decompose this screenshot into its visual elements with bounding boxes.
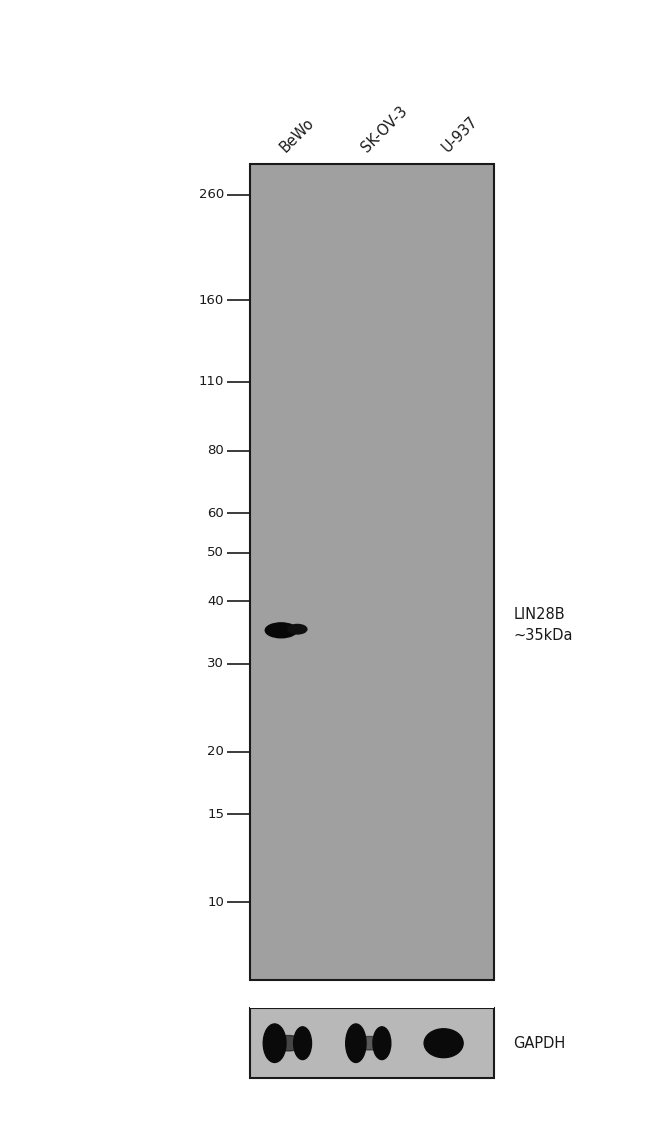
Text: BeWo: BeWo (277, 115, 317, 155)
Text: SK-OV-3: SK-OV-3 (358, 103, 410, 155)
Ellipse shape (373, 1027, 391, 1059)
Bar (250, 164, 494, 980)
Ellipse shape (288, 624, 307, 634)
Text: 50: 50 (207, 546, 224, 559)
Bar (250, 989, 494, 1008)
Text: 80: 80 (207, 444, 224, 457)
Text: LIN28B
~35kDa: LIN28B ~35kDa (514, 606, 573, 642)
Text: 260: 260 (199, 189, 224, 201)
Ellipse shape (424, 1029, 463, 1058)
Ellipse shape (265, 623, 297, 638)
Text: 15: 15 (207, 808, 224, 821)
Ellipse shape (263, 1024, 286, 1062)
Text: GAPDH: GAPDH (514, 1035, 566, 1051)
Text: 160: 160 (199, 294, 224, 307)
Text: 40: 40 (207, 595, 224, 607)
Text: 60: 60 (207, 507, 224, 519)
Text: 110: 110 (199, 375, 224, 388)
Text: 30: 30 (207, 657, 224, 671)
Text: 10: 10 (207, 896, 224, 909)
Ellipse shape (346, 1024, 366, 1062)
Ellipse shape (352, 1036, 385, 1050)
Text: U-937: U-937 (439, 113, 481, 155)
Ellipse shape (294, 1027, 311, 1059)
Ellipse shape (269, 1035, 306, 1051)
Bar (250, 1008, 494, 1078)
Text: 20: 20 (207, 745, 224, 759)
